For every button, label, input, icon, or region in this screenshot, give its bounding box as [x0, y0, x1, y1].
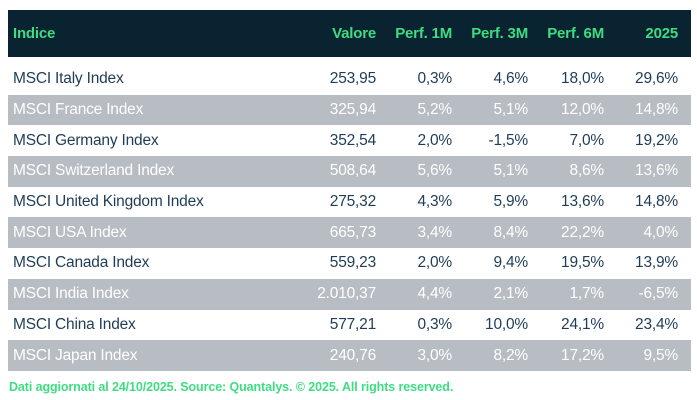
table-row: MSCI Canada Index 559,23 2,0% 9,4% 19,5% 13,9… [8, 248, 691, 279]
table-row: MSCI Japan Index 240,76 3,0% 8,2% 17,2% 9,5% [8, 340, 691, 371]
value-cell: 5,1% [493, 101, 528, 119]
value-cell: 1,7% [569, 285, 604, 303]
value-cell: 0,3% [417, 315, 452, 333]
value-cell: 240,76 [329, 346, 376, 364]
value-cell: 2,1% [493, 285, 528, 303]
table-body: MSCI Italy Index 253,95 0,3% 4,6% 18,0% 29,6%… [8, 61, 691, 371]
index-name-cell: MSCI France Index [13, 101, 144, 119]
index-name-cell: MSCI India Index [13, 285, 129, 303]
index-name-cell: MSCI China Index [13, 315, 136, 333]
index-name-cell: MSCI Germany Index [13, 131, 159, 149]
value-cell: 29,6% [635, 70, 678, 88]
value-cell: -6,5% [638, 285, 679, 303]
value-cell: 2,0% [417, 131, 452, 149]
index-name-cell: MSCI Canada Index [13, 254, 150, 272]
value-cell: 275,32 [329, 193, 376, 211]
value-cell: 10,0% [485, 315, 528, 333]
column-header-perf-6m: Perf. 6M [528, 10, 604, 64]
value-cell: 23,4% [635, 315, 678, 333]
value-cell: 24,1% [561, 315, 604, 333]
value-cell: 4,4% [417, 285, 452, 303]
value-cell: 5,2% [417, 101, 452, 119]
table-row: MSCI United Kingdom Index 275,32 4,3% 5,9% 1… [8, 187, 691, 218]
footer-note: Dati aggiornati al 24/10/2025. Source: Q… [9, 379, 454, 394]
column-header-perf-1m: Perf. 1M [376, 10, 452, 64]
value-cell: 0,3% [417, 70, 452, 88]
value-cell: 4,3% [417, 193, 452, 211]
value-cell: 13,6% [561, 193, 604, 211]
table-header-row: Indice Valore Perf. 1M Perf. 3M Perf. 6M 2025 [8, 10, 691, 64]
value-cell: 14,8% [635, 101, 678, 119]
table-row: MSCI China Index 577,21 0,3% 10,0% 24,1% 23,4… [8, 310, 691, 341]
value-cell: 352,54 [329, 131, 376, 149]
value-cell: 5,9% [493, 193, 528, 211]
index-name-cell: MSCI United Kingdom Index [13, 193, 204, 211]
column-header-2025: 2025 [604, 10, 691, 64]
value-cell: 559,23 [329, 254, 376, 272]
index-name-cell: MSCI USA Index [13, 223, 127, 241]
value-cell: 18,0% [561, 70, 604, 88]
table-row: MSCI France Index 325,94 5,2% 5,1% 12,0% 14,8… [8, 94, 691, 126]
value-cell: 577,21 [329, 315, 376, 333]
value-cell: 9,4% [493, 254, 528, 272]
index-name-cell: MSCI Italy Index [13, 70, 124, 88]
value-cell: 4,6% [493, 70, 528, 88]
value-cell: 3,0% [417, 346, 452, 364]
value-cell: 325,94 [329, 101, 376, 119]
value-cell: 508,64 [329, 162, 376, 180]
value-cell: 7,0% [569, 131, 604, 149]
table-row: MSCI Switzerland Index 508,64 5,6% 5,1% 8,6%… [8, 156, 691, 187]
value-cell: 17,2% [561, 346, 604, 364]
indices-table: Indice Valore Perf. 1M Perf. 3M Perf. 6M 2025… [8, 10, 691, 371]
value-cell: 22,2% [561, 223, 604, 241]
value-cell: 12,0% [561, 101, 604, 119]
value-cell: -1,5% [488, 131, 529, 149]
value-cell: 19,5% [561, 254, 604, 272]
value-cell: 253,95 [329, 70, 376, 88]
value-cell: 19,2% [635, 131, 678, 149]
column-header-indice: Indice [8, 10, 296, 64]
value-cell: 8,2% [493, 346, 528, 364]
value-cell: 3,4% [417, 223, 452, 241]
column-header-valore: Valore [296, 10, 376, 64]
value-cell: 13,6% [635, 162, 678, 180]
value-cell: 665,73 [329, 223, 376, 241]
value-cell: 14,8% [635, 193, 678, 211]
value-cell: 4,0% [643, 223, 678, 241]
value-cell: 5,1% [493, 162, 528, 180]
table-row: MSCI Italy Index 253,95 0,3% 4,6% 18,0% 29,6% [8, 61, 691, 95]
index-name-cell: MSCI Switzerland Index [13, 162, 174, 180]
value-cell: 2,0% [417, 254, 452, 272]
value-cell: 9,5% [643, 346, 678, 364]
value-cell: 13,9% [635, 254, 678, 272]
table-row: MSCI India Index 2.010,37 4,4% 2,1% 1,7% -6,5… [8, 278, 691, 310]
index-name-cell: MSCI Japan Index [13, 346, 138, 364]
value-cell: 2.010,37 [317, 285, 376, 303]
table-row: MSCI USA Index 665,73 3,4% 8,4% 22,2% 4,0% [8, 217, 691, 249]
value-cell: 8,4% [493, 223, 528, 241]
value-cell: 8,6% [569, 162, 604, 180]
table-header: Indice Valore Perf. 1M Perf. 3M Perf. 6M 2025 [8, 10, 691, 64]
table-row: MSCI Germany Index 352,54 2,0% -1,5% 7,0% 19,… [8, 125, 691, 156]
column-header-perf-3m: Perf. 3M [452, 10, 528, 64]
value-cell: 5,6% [417, 162, 452, 180]
